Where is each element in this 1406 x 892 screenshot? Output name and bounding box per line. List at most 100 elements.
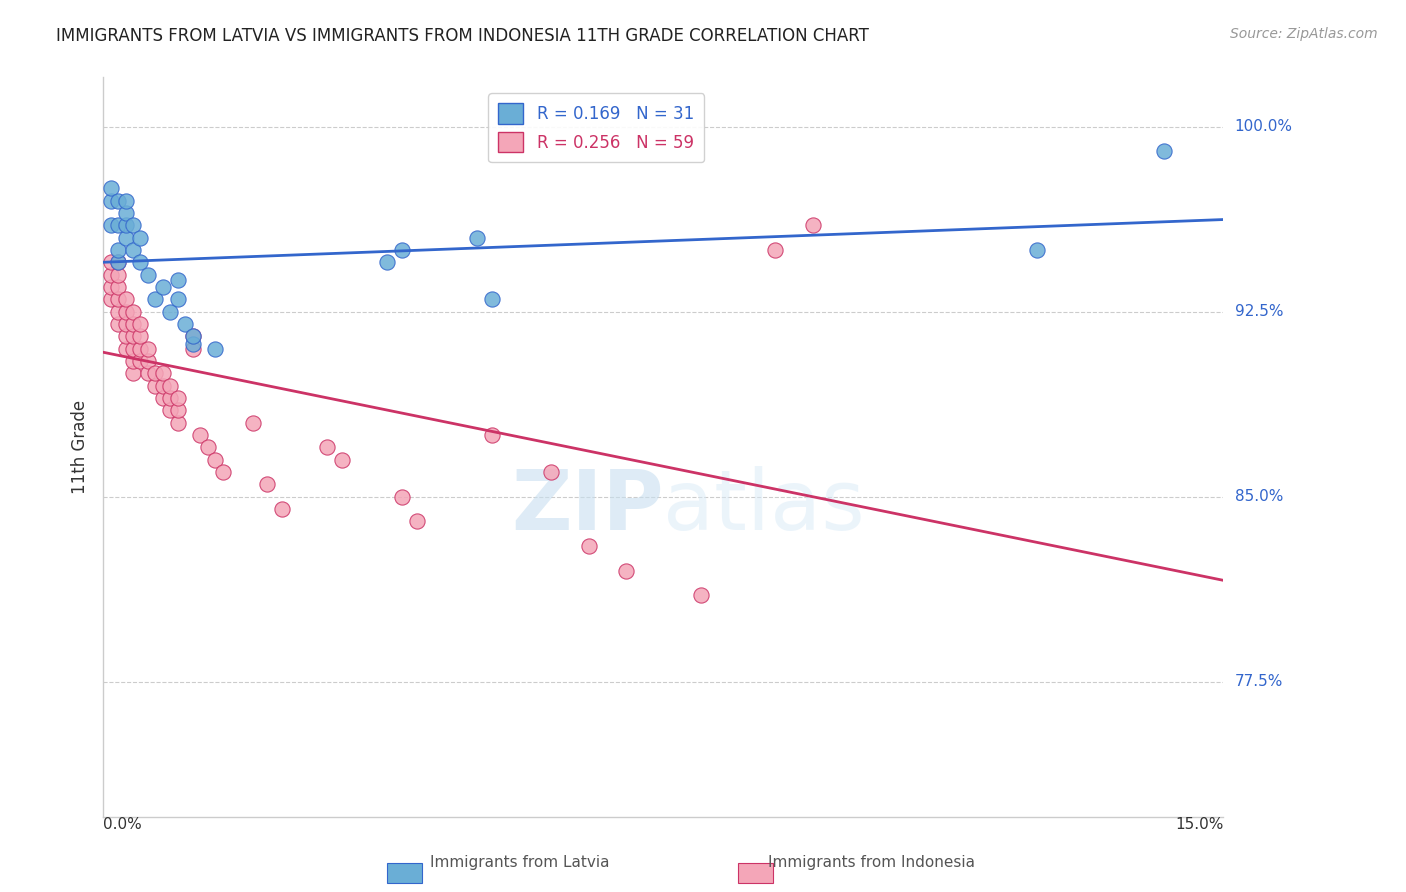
Text: 0.0%: 0.0% xyxy=(103,817,142,832)
Point xyxy=(114,305,136,319)
Point xyxy=(100,293,122,307)
Text: IMMIGRANTS FROM LATVIA VS IMMIGRANTS FROM INDONESIA 11TH GRADE CORRELATION CHART: IMMIGRANTS FROM LATVIA VS IMMIGRANTS FRO… xyxy=(56,27,869,45)
Point xyxy=(174,317,197,331)
Point xyxy=(256,477,278,491)
Point xyxy=(181,336,204,351)
Point xyxy=(271,502,294,516)
Point xyxy=(129,255,152,269)
Point xyxy=(801,219,824,233)
Point xyxy=(114,206,136,220)
Point xyxy=(481,428,503,442)
Point xyxy=(204,342,226,356)
Point xyxy=(122,305,145,319)
Point xyxy=(166,273,188,287)
Point xyxy=(465,231,488,245)
Text: ZIP: ZIP xyxy=(510,467,664,547)
Point xyxy=(122,317,145,331)
Point xyxy=(107,194,129,208)
Point xyxy=(107,305,129,319)
Point xyxy=(166,403,188,417)
Point xyxy=(114,231,136,245)
Point xyxy=(114,293,136,307)
Point xyxy=(107,268,129,282)
Point xyxy=(188,428,211,442)
Point xyxy=(405,515,427,529)
Point xyxy=(159,391,181,405)
Point xyxy=(211,465,233,479)
Point xyxy=(152,367,174,381)
Point xyxy=(316,441,339,455)
Point xyxy=(159,305,181,319)
Point xyxy=(578,539,600,553)
Point xyxy=(100,194,122,208)
Point xyxy=(114,317,136,331)
Point xyxy=(181,342,204,356)
Point xyxy=(763,243,786,257)
Point xyxy=(129,342,152,356)
Text: 100.0%: 100.0% xyxy=(1234,120,1292,135)
Point xyxy=(181,329,204,343)
Text: 15.0%: 15.0% xyxy=(1175,817,1223,832)
Point xyxy=(100,268,122,282)
Y-axis label: 11th Grade: 11th Grade xyxy=(72,401,89,494)
Point xyxy=(122,367,145,381)
Point xyxy=(1025,243,1047,257)
Point xyxy=(107,219,129,233)
Text: Source: ZipAtlas.com: Source: ZipAtlas.com xyxy=(1230,27,1378,41)
Text: 85.0%: 85.0% xyxy=(1234,489,1282,504)
Point xyxy=(242,416,264,430)
Point xyxy=(100,280,122,294)
Point xyxy=(481,293,503,307)
Point xyxy=(145,293,167,307)
Point xyxy=(159,403,181,417)
Point xyxy=(166,391,188,405)
Point xyxy=(136,268,159,282)
Point xyxy=(107,255,129,269)
Point xyxy=(152,378,174,392)
Point xyxy=(107,293,129,307)
Point xyxy=(122,329,145,343)
Point xyxy=(197,441,219,455)
Point xyxy=(122,342,145,356)
Point xyxy=(159,378,181,392)
Point xyxy=(145,367,167,381)
Point xyxy=(152,280,174,294)
Point xyxy=(330,452,353,467)
Text: Immigrants from Indonesia: Immigrants from Indonesia xyxy=(768,855,976,870)
Point xyxy=(100,219,122,233)
Point xyxy=(1153,145,1175,159)
Point xyxy=(129,329,152,343)
Point xyxy=(129,231,152,245)
Text: 77.5%: 77.5% xyxy=(1234,674,1282,690)
Point xyxy=(122,243,145,257)
Point xyxy=(166,416,188,430)
Legend: R = 0.169   N = 31, R = 0.256   N = 59: R = 0.169 N = 31, R = 0.256 N = 59 xyxy=(488,93,704,162)
Point xyxy=(614,564,637,578)
Point xyxy=(114,342,136,356)
Point xyxy=(689,589,711,603)
Point xyxy=(100,181,122,195)
Point xyxy=(391,243,413,257)
Point xyxy=(107,255,129,269)
Point xyxy=(107,317,129,331)
Point xyxy=(152,391,174,405)
Point xyxy=(129,317,152,331)
Text: atlas: atlas xyxy=(664,467,865,547)
Point xyxy=(122,219,145,233)
Point xyxy=(375,255,398,269)
Point xyxy=(129,354,152,368)
Point xyxy=(540,465,562,479)
Text: Immigrants from Latvia: Immigrants from Latvia xyxy=(430,855,610,870)
Point xyxy=(100,255,122,269)
Point xyxy=(107,243,129,257)
Point xyxy=(136,367,159,381)
Point xyxy=(114,329,136,343)
Point xyxy=(145,378,167,392)
Point xyxy=(107,280,129,294)
Point xyxy=(204,452,226,467)
Point xyxy=(181,329,204,343)
Point xyxy=(136,342,159,356)
Point xyxy=(391,490,413,504)
Point xyxy=(136,354,159,368)
Text: 92.5%: 92.5% xyxy=(1234,304,1284,319)
